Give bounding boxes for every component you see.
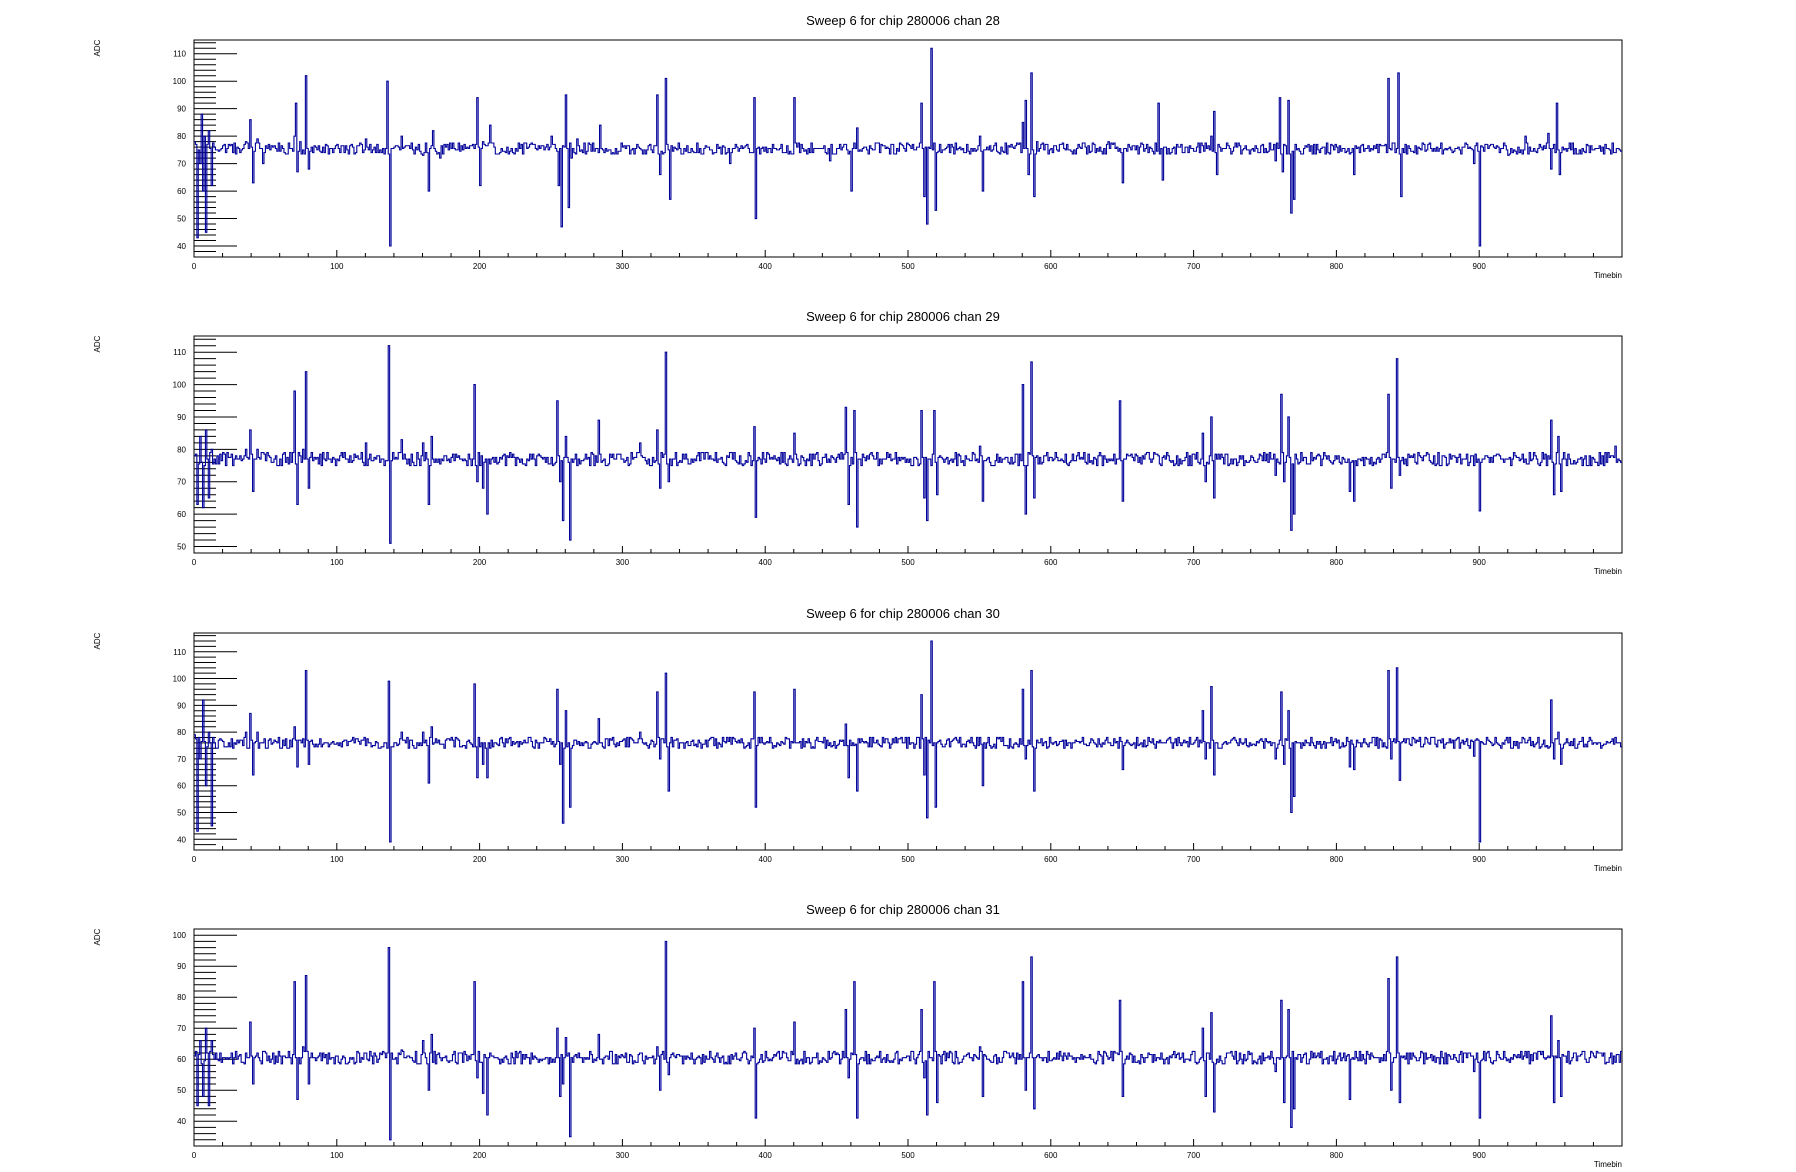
y-axis-title: ADC (93, 632, 102, 649)
x-tick-label: 700 (1187, 558, 1201, 567)
x-tick-label: 300 (616, 855, 630, 864)
x-tick-label: 100 (330, 855, 344, 864)
x-tick-label: 400 (759, 1151, 773, 1160)
y-tick-label: 60 (177, 782, 186, 791)
x-tick-label: 300 (616, 1151, 630, 1160)
x-tick-label: 900 (1473, 262, 1487, 271)
y-tick-label: 80 (177, 728, 186, 737)
y-tick-label: 50 (177, 808, 186, 817)
x-tick-label: 500 (901, 262, 915, 271)
y-tick-label: 90 (177, 105, 186, 114)
y-tick-label: 40 (177, 835, 186, 844)
chart-panel-4: Sweep 6 for chip 280006 chan 31 40 50 60 70 8… (93, 902, 1623, 1169)
x-tick-label: 500 (901, 1151, 915, 1160)
y-tick-label: 60 (177, 187, 186, 196)
y-tick-label: 70 (177, 1024, 186, 1033)
series-line (194, 640, 1622, 843)
x-tick-label: 300 (616, 262, 630, 271)
x-axis-title: Timebin (1594, 1160, 1622, 1169)
series-line (194, 940, 1622, 1141)
y-axis-title: ADC (93, 928, 102, 945)
x-tick-label: 500 (901, 855, 915, 864)
y-axis-title: ADC (93, 39, 102, 56)
chart-panel-3: Sweep 6 for chip 280006 chan 30 40 50 60 70 8… (93, 606, 1623, 873)
y-tick-label: 90 (177, 413, 186, 422)
series-line (194, 345, 1622, 544)
y-tick-label: 100 (173, 381, 187, 390)
x-tick-label: 700 (1187, 855, 1201, 864)
y-tick-label: 70 (177, 478, 186, 487)
x-tick-label: 700 (1187, 1151, 1201, 1160)
chart-title: Sweep 6 for chip 280006 chan 28 (806, 13, 1000, 28)
y-tick-label: 100 (173, 931, 187, 940)
y-tick-label: 110 (173, 648, 186, 657)
chart-title: Sweep 6 for chip 280006 chan 31 (806, 902, 1000, 917)
x-tick-label: 800 (1330, 1151, 1344, 1160)
x-tick-label: 400 (759, 558, 773, 567)
x-tick-label: 100 (330, 558, 344, 567)
x-tick-label: 800 (1330, 558, 1344, 567)
x-tick-label: 200 (473, 262, 487, 271)
x-tick-label: 600 (1044, 558, 1058, 567)
x-tick-label: 200 (473, 855, 487, 864)
x-tick-label: 100 (330, 262, 344, 271)
y-tick-label: 110 (173, 348, 186, 357)
x-tick-label: 900 (1473, 558, 1487, 567)
y-tick-label: 80 (177, 132, 186, 141)
y-tick-label: 70 (177, 160, 186, 169)
x-tick-label: 0 (192, 855, 197, 864)
y-tick-label: 60 (177, 510, 186, 519)
y-tick-label: 100 (173, 675, 187, 684)
y-tick-label: 80 (177, 993, 186, 1002)
x-tick-label: 0 (192, 558, 197, 567)
y-tick-label: 50 (177, 215, 186, 224)
y-tick-label: 90 (177, 962, 186, 971)
x-tick-label: 500 (901, 558, 915, 567)
y-tick-label: 100 (173, 77, 187, 86)
x-tick-label: 600 (1044, 1151, 1058, 1160)
x-tick-label: 0 (192, 262, 197, 271)
chart-panel-1: Sweep 6 for chip 280006 chan 28 40 50 60 70 8… (93, 13, 1623, 280)
plot-frame (193, 928, 1623, 1147)
x-tick-label: 100 (330, 1151, 344, 1160)
y-tick-label: 50 (177, 1086, 186, 1095)
x-tick-label: 200 (473, 1151, 487, 1160)
chart-title: Sweep 6 for chip 280006 chan 30 (806, 606, 1000, 621)
y-tick-label: 40 (177, 242, 186, 251)
chart-panel-2: Sweep 6 for chip 280006 chan 29 50 60 70 80 9… (93, 309, 1623, 576)
x-tick-label: 600 (1044, 262, 1058, 271)
x-tick-label: 400 (759, 855, 773, 864)
x-tick-label: 800 (1330, 262, 1344, 271)
y-tick-label: 40 (177, 1117, 186, 1126)
x-tick-label: 600 (1044, 855, 1058, 864)
chart-title: Sweep 6 for chip 280006 chan 29 (806, 309, 1000, 324)
x-tick-label: 400 (759, 262, 773, 271)
y-tick-label: 50 (177, 543, 186, 552)
x-axis-title: Timebin (1594, 567, 1622, 576)
y-tick-label: 80 (177, 445, 186, 454)
y-axis-title: ADC (93, 335, 102, 352)
y-tick-label: 110 (173, 50, 186, 59)
x-axis-title: Timebin (1594, 864, 1622, 873)
x-tick-label: 800 (1330, 855, 1344, 864)
x-tick-label: 0 (192, 1151, 197, 1160)
y-tick-label: 70 (177, 755, 186, 764)
x-tick-label: 900 (1473, 1151, 1487, 1160)
x-axis-title: Timebin (1594, 271, 1622, 280)
x-tick-label: 200 (473, 558, 487, 567)
y-tick-label: 90 (177, 701, 186, 710)
series-line (194, 47, 1622, 247)
x-tick-label: 900 (1473, 855, 1487, 864)
plot-frame (193, 335, 1623, 554)
x-tick-label: 700 (1187, 262, 1201, 271)
x-tick-label: 300 (616, 558, 630, 567)
y-tick-label: 60 (177, 1055, 186, 1064)
